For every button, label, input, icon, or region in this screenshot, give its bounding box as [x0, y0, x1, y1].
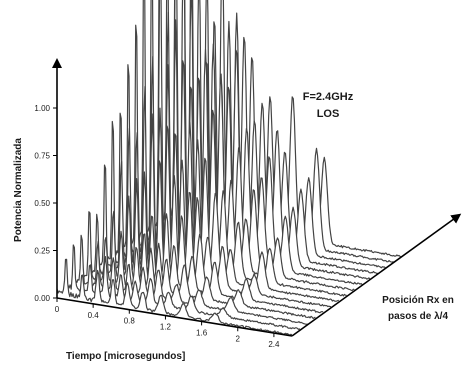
y-tick-label: 0.00: [34, 294, 50, 303]
y-tick-label: 0.50: [34, 199, 50, 208]
series-layer: [56, 0, 402, 336]
y-tick-label: 0.75: [34, 152, 50, 161]
x-tick-label: 1.6: [196, 328, 208, 337]
series-line-1: [56, 258, 293, 336]
los-annotation: LOS: [317, 108, 340, 120]
axes-layer: [52, 58, 462, 337]
depth-axis-line: [291, 213, 462, 337]
x-tick-label: 0.8: [124, 317, 136, 326]
series-fill-6: [96, 161, 331, 308]
x-tick-label: 2: [236, 334, 241, 343]
x-tick-label: 0.4: [88, 311, 100, 320]
x-tick-label: 1.2: [160, 323, 172, 332]
frequency-annotation: F=2.4GHz: [303, 91, 354, 103]
series-fill-10: [127, 25, 363, 286]
series-fill-7: [103, 121, 339, 303]
depth-axis-label-line1: Posición Rx en: [382, 295, 454, 306]
depth-axis-label-line2: pasos de λ/4: [388, 311, 448, 322]
labels-layer: Potencia Normalizada Tiempo [microsegund…: [13, 91, 454, 362]
x-tick-label: 0: [55, 305, 60, 314]
x-axis-line: [56, 297, 293, 337]
x-tick-label: 2.4: [268, 340, 280, 349]
ticks-layer: 0.00 0.25 0.50 0.75 1.00 0 0.4 0.8 1.2 1.6 2 2.4: [34, 104, 280, 349]
x-axis-label: Tiempo [microsegundos]: [66, 351, 185, 362]
y-axis-label: Potencia Normalizada: [13, 138, 24, 242]
y-tick-label: 0.25: [34, 247, 50, 256]
y-tick-label: 1.00: [34, 104, 50, 113]
